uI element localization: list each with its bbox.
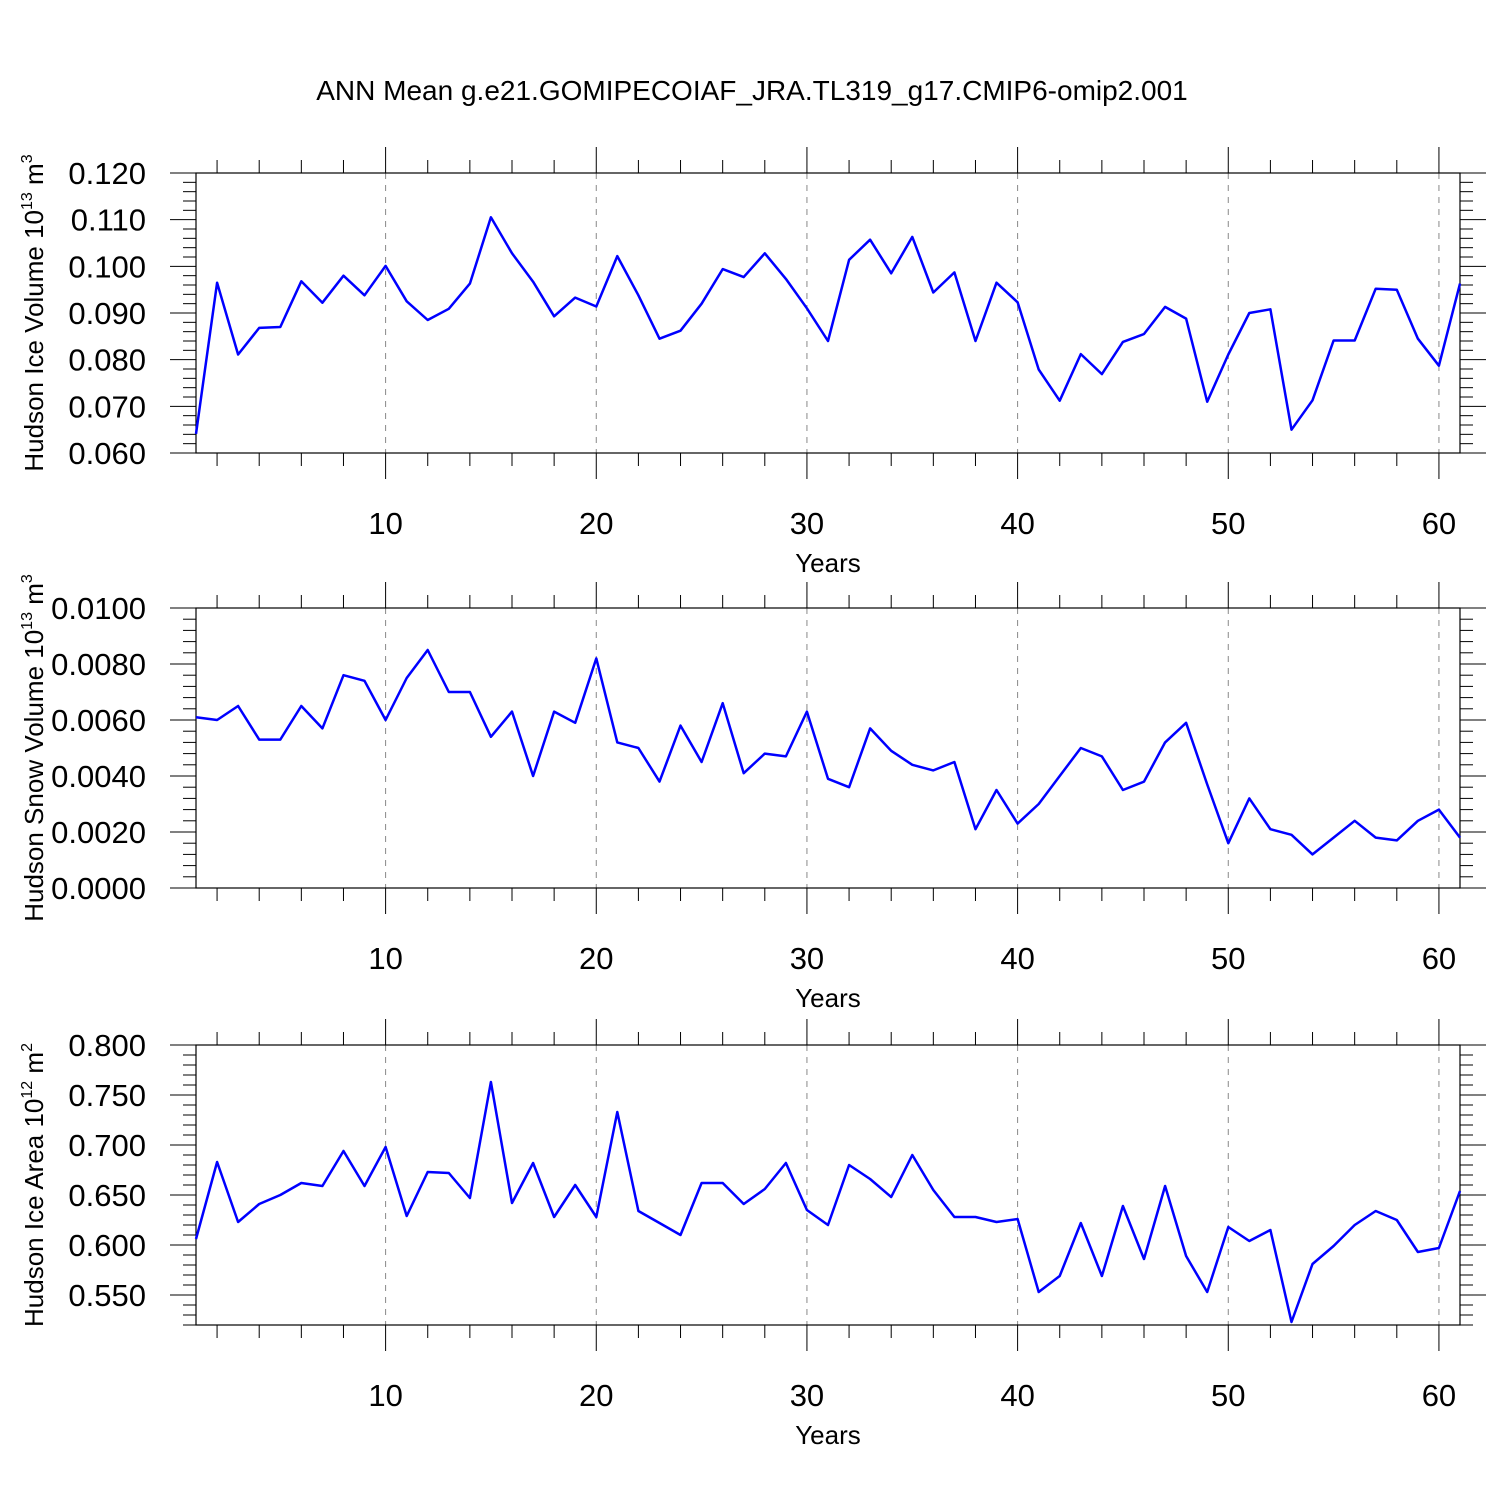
x-tick-label: 20: [579, 1378, 613, 1413]
plot-frame: [195, 607, 1461, 889]
x-axis-label: Years: [795, 983, 861, 1013]
x-tick-label: 30: [790, 941, 824, 976]
y-tick-label: 0.110: [71, 203, 146, 238]
y-tick-label: 0.090: [68, 296, 146, 331]
y-tick-label: 0.700: [68, 1128, 146, 1163]
y-tick-label: 0.0040: [51, 759, 146, 794]
y-tick-label: 0.800: [68, 1028, 146, 1063]
y-tick-label: 0.100: [68, 249, 146, 284]
x-tick-label: 30: [790, 1378, 824, 1413]
panel-3: 0.550 0.600 0.650 0.700 0.750 0.800 10 20 30 40 50…: [19, 1019, 1486, 1450]
x-tick-label: 30: [790, 506, 824, 541]
y-tick-label: 0.0000: [51, 871, 146, 906]
y-tick-label: 0.080: [68, 343, 146, 378]
series-line: [195, 648, 1461, 856]
y-tick-label: 0.0080: [51, 647, 146, 682]
x-tick-label: 20: [579, 941, 613, 976]
y-tick-label: 0.070: [68, 389, 146, 424]
x-tick-label: 10: [368, 1378, 402, 1413]
y-axis-label: Hudson Ice Volume 1013 m3: [19, 154, 49, 471]
chart-title: ANN Mean g.e21.GOMIPECOIAF_JRA.TL319_g17…: [316, 75, 1188, 106]
x-tick-label: 50: [1211, 941, 1245, 976]
x-tick-label: 40: [1000, 1378, 1034, 1413]
x-axis-label: Years: [795, 548, 861, 578]
y-tick-label: 0.0100: [51, 591, 146, 626]
x-tick-label: 20: [579, 506, 613, 541]
panel-2: 0.0000 0.0020 0.0040 0.0060 0.0080 0.0100 10 20…: [19, 574, 1486, 1013]
series-line: [194, 1080, 1462, 1324]
x-tick-label: 60: [1422, 506, 1456, 541]
panel-1: 0.060 0.070 0.080 0.090 0.100 0.110 0.120 10 20 3…: [19, 147, 1486, 578]
y-tick-label: 0.060: [68, 436, 146, 471]
x-tick-label: 50: [1211, 506, 1245, 541]
x-axis-label: Years: [795, 1420, 861, 1450]
x-tick-label: 10: [368, 941, 402, 976]
y-tick-label: 0.120: [68, 156, 146, 191]
y-tick-label: 0.550: [68, 1278, 146, 1313]
x-tick-label: 60: [1422, 1378, 1456, 1413]
x-tick-label: 50: [1211, 1378, 1245, 1413]
x-tick-label: 60: [1422, 941, 1456, 976]
y-axis-label: Hudson Ice Area 1012 m2: [19, 1043, 49, 1327]
series-line: [194, 216, 1462, 435]
y-tick-label: 0.600: [68, 1228, 146, 1263]
x-tick-label: 40: [1000, 941, 1034, 976]
x-tick-label: 40: [1000, 506, 1034, 541]
x-tick-label: 10: [368, 506, 402, 541]
y-tick-label: 0.650: [68, 1178, 146, 1213]
y-tick-label: 0.750: [68, 1078, 146, 1113]
y-tick-label: 0.0060: [51, 703, 146, 738]
y-axis-label: Hudson Snow Volume 1013 m3: [19, 574, 49, 922]
y-tick-label: 0.0020: [51, 815, 146, 850]
